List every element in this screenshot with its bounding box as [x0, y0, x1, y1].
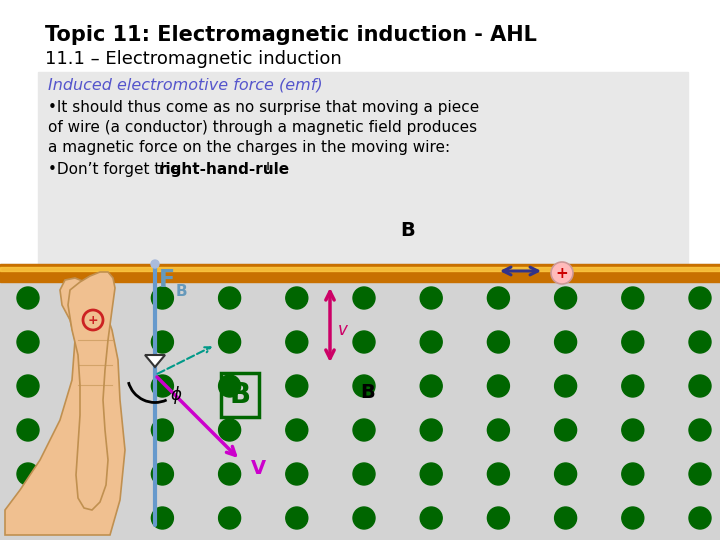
- Bar: [0, 267, 720, 271]
- Text: $v$: $v$: [337, 321, 349, 339]
- Circle shape: [689, 463, 711, 485]
- Circle shape: [286, 419, 308, 441]
- Circle shape: [420, 287, 442, 309]
- Text: of wire (a conductor) through a magnetic field produces: of wire (a conductor) through a magnetic…: [48, 120, 477, 135]
- Circle shape: [17, 419, 39, 441]
- Text: !: !: [265, 162, 271, 177]
- Circle shape: [84, 287, 107, 309]
- Text: $\mathbf{B}$: $\mathbf{B}$: [400, 220, 415, 240]
- Text: $\mathbf{B}$: $\mathbf{B}$: [230, 381, 251, 409]
- Text: +: +: [88, 314, 99, 327]
- Circle shape: [151, 260, 159, 268]
- Circle shape: [84, 463, 107, 485]
- Circle shape: [420, 375, 442, 397]
- Circle shape: [420, 463, 442, 485]
- Circle shape: [219, 287, 240, 309]
- Circle shape: [487, 463, 510, 485]
- Circle shape: [420, 507, 442, 529]
- Circle shape: [353, 287, 375, 309]
- Bar: [0, 264, 720, 282]
- Circle shape: [286, 287, 308, 309]
- Circle shape: [353, 463, 375, 485]
- Circle shape: [353, 507, 375, 529]
- Circle shape: [622, 507, 644, 529]
- Text: $\mathbf{F}$: $\mathbf{F}$: [158, 268, 174, 292]
- Circle shape: [151, 331, 174, 353]
- Text: $\phi$: $\phi$: [170, 384, 182, 406]
- Circle shape: [219, 419, 240, 441]
- Circle shape: [84, 375, 107, 397]
- Text: •It should thus come as no surprise that moving a piece: •It should thus come as no surprise that…: [48, 100, 480, 115]
- Circle shape: [151, 507, 174, 529]
- Circle shape: [17, 331, 39, 353]
- Circle shape: [17, 375, 39, 397]
- Circle shape: [219, 463, 240, 485]
- Text: $\mathbf{V}$: $\mathbf{V}$: [250, 458, 267, 477]
- Circle shape: [689, 331, 711, 353]
- Circle shape: [487, 507, 510, 529]
- Circle shape: [286, 331, 308, 353]
- Circle shape: [219, 375, 240, 397]
- Text: right-hand-rule: right-hand-rule: [158, 162, 290, 177]
- Circle shape: [219, 507, 240, 529]
- Circle shape: [17, 507, 39, 529]
- Text: Topic 11: Electromagnetic induction - AHL: Topic 11: Electromagnetic induction - AH…: [45, 25, 537, 45]
- Circle shape: [487, 375, 510, 397]
- Circle shape: [622, 463, 644, 485]
- Circle shape: [554, 287, 577, 309]
- Circle shape: [353, 419, 375, 441]
- Circle shape: [151, 375, 174, 397]
- Circle shape: [487, 287, 510, 309]
- Circle shape: [84, 507, 107, 529]
- Circle shape: [554, 331, 577, 353]
- Circle shape: [17, 463, 39, 485]
- Circle shape: [551, 262, 573, 284]
- Circle shape: [554, 419, 577, 441]
- Circle shape: [420, 331, 442, 353]
- Circle shape: [353, 375, 375, 397]
- Text: a magnetic force on the charges in the moving wire:: a magnetic force on the charges in the m…: [48, 140, 450, 155]
- Circle shape: [689, 287, 711, 309]
- Circle shape: [554, 507, 577, 529]
- Circle shape: [554, 463, 577, 485]
- Circle shape: [487, 331, 510, 353]
- Bar: [38, 72, 688, 282]
- Circle shape: [622, 375, 644, 397]
- Text: $\mathbf{B}$: $\mathbf{B}$: [175, 283, 187, 299]
- Circle shape: [622, 419, 644, 441]
- Circle shape: [286, 463, 308, 485]
- Circle shape: [219, 331, 240, 353]
- Bar: [0, 264, 720, 540]
- Circle shape: [622, 331, 644, 353]
- Circle shape: [84, 419, 107, 441]
- Polygon shape: [5, 278, 125, 535]
- Circle shape: [151, 463, 174, 485]
- Text: +: +: [556, 266, 568, 280]
- Circle shape: [689, 507, 711, 529]
- Circle shape: [689, 375, 711, 397]
- Circle shape: [286, 507, 308, 529]
- Circle shape: [353, 331, 375, 353]
- Polygon shape: [68, 272, 115, 510]
- Circle shape: [420, 419, 442, 441]
- Circle shape: [622, 287, 644, 309]
- Circle shape: [286, 375, 308, 397]
- Polygon shape: [145, 355, 165, 367]
- Text: 11.1 – Electromagnetic induction: 11.1 – Electromagnetic induction: [45, 50, 342, 68]
- Circle shape: [151, 419, 174, 441]
- Circle shape: [554, 375, 577, 397]
- Circle shape: [84, 331, 107, 353]
- Text: $\mathbf{B}$: $\mathbf{B}$: [360, 382, 375, 402]
- Circle shape: [689, 419, 711, 441]
- Circle shape: [17, 287, 39, 309]
- Circle shape: [487, 419, 510, 441]
- Text: •Don’t forget the: •Don’t forget the: [48, 162, 184, 177]
- Circle shape: [151, 287, 174, 309]
- Text: Induced electromotive force (emf): Induced electromotive force (emf): [48, 78, 323, 93]
